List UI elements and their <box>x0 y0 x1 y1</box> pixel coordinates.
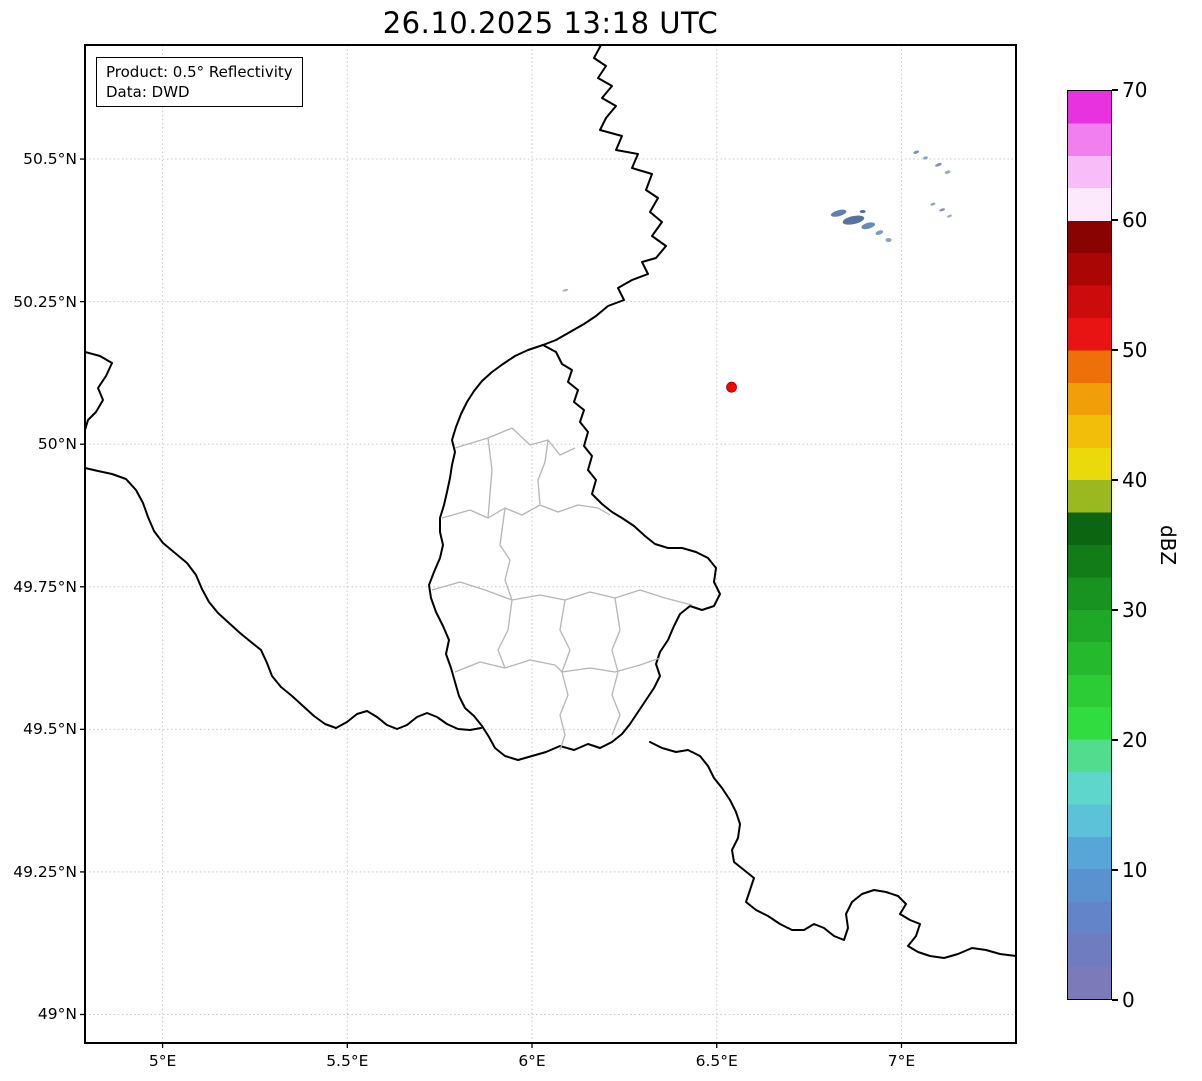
y-tick-label: 49.25°N <box>13 862 77 881</box>
radar-echo-layer <box>562 150 952 292</box>
axis-tick-layer <box>80 158 903 1048</box>
colorbar <box>1067 90 1112 1000</box>
colorbar-tick-label: 50 <box>1122 338 1148 362</box>
colorbar-tick-label: 10 <box>1122 858 1148 882</box>
figure-title: 26.10.2025 13:18 UTC <box>382 6 719 40</box>
x-tick-label: 6°E <box>518 1052 546 1070</box>
colorbar-tick-label: 70 <box>1122 78 1148 102</box>
radar-echo <box>875 230 884 235</box>
colorbar-tickmark <box>1112 349 1118 351</box>
grid-layer <box>85 45 1016 1043</box>
colorbar-tickmark <box>1112 219 1118 221</box>
radar-echo <box>947 214 952 218</box>
y-tick-label: 50°N <box>37 435 77 454</box>
colorbar-tick-label: 60 <box>1122 208 1148 232</box>
border-belgium-germany <box>542 45 667 346</box>
border-france-germany <box>649 741 1016 959</box>
x-tick-label: 5.5°E <box>326 1052 369 1070</box>
colorbar-tickmark <box>1112 609 1118 611</box>
radar-site-marker-layer <box>726 381 737 393</box>
colorbar-tick-label: 20 <box>1122 728 1148 752</box>
colorbar-tick-label: 30 <box>1122 598 1148 622</box>
x-tick-label: 6.5°E <box>695 1052 738 1070</box>
colorbar-tickmark <box>1112 89 1118 91</box>
border-france-belgium-upper <box>85 351 113 431</box>
radar-echo <box>939 208 945 212</box>
colorbar-tickmark <box>1112 739 1118 741</box>
radar-echo <box>930 202 936 206</box>
map-layer <box>85 45 1016 959</box>
legend-source-line: Data: DWD <box>106 83 190 101</box>
radar-echo <box>830 209 847 217</box>
radar-echo <box>935 162 942 167</box>
colorbar-tick-label: 40 <box>1122 468 1148 492</box>
legend-product-line: Product: 0.5° Reflectivity <box>106 63 293 81</box>
colorbar-tickmark <box>1112 869 1118 871</box>
y-tick-label: 49°N <box>37 1005 77 1024</box>
radar-echo <box>944 170 951 174</box>
radar-site-marker <box>726 381 737 393</box>
colorbar-tickmark <box>1112 479 1118 481</box>
radar-echo <box>861 222 876 230</box>
x-tick-label: 7°E <box>887 1052 916 1070</box>
y-tick-label: 49.75°N <box>13 577 77 596</box>
y-tick-label: 50.25°N <box>13 292 77 311</box>
x-tick-label: 5°E <box>148 1052 177 1070</box>
colorbar-tick-label: 0 <box>1122 988 1135 1012</box>
colorbar-label: dBZ <box>1156 524 1180 566</box>
radar-echo <box>842 215 865 225</box>
luxembourg-canton-borders <box>431 427 693 751</box>
border-luxembourg-outline <box>428 344 721 761</box>
y-tick-label: 49.5°N <box>23 720 77 739</box>
radar-echo <box>885 238 892 243</box>
radar-echo <box>859 210 866 214</box>
radar-echo <box>913 150 920 154</box>
radar-echo <box>562 288 569 292</box>
radar-echo <box>923 156 928 160</box>
plot-frame <box>84 44 1017 1044</box>
colorbar-tickmark <box>1112 999 1118 1001</box>
border-france-belgium <box>85 467 482 731</box>
y-tick-label: 50.5°N <box>23 150 77 169</box>
legend-box: Product: 0.5° Reflectivity Data: DWD <box>96 57 303 107</box>
